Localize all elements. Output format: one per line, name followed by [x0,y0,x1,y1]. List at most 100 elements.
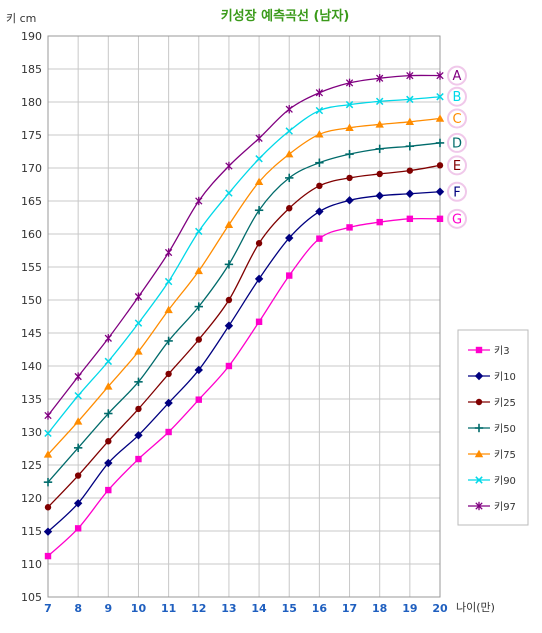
svg-text:F: F [453,185,460,200]
legend-item: 키25 [468,397,516,409]
data-point [104,409,113,418]
svg-text:D: D [452,136,462,151]
data-point [285,149,294,158]
y-tick-label: 135 [21,393,42,406]
series-키3 [44,215,444,560]
y-tick-label: 180 [21,96,42,109]
data-point [165,370,172,378]
data-point [405,189,415,198]
legend-item: 키90 [468,475,516,487]
data-point [436,215,444,223]
data-point [435,187,445,196]
data-point [164,336,173,346]
data-point [74,391,82,400]
y-tick-label: 185 [21,63,42,76]
svg-text:G: G [452,212,462,227]
data-point [285,127,293,135]
data-point [44,411,52,420]
legend-item: 키97 [468,501,516,513]
data-point [73,417,83,425]
data-point [134,292,143,301]
x-tick-label: 7 [44,602,52,615]
series-line [47,191,441,533]
data-point [225,362,233,370]
data-point [315,130,324,138]
data-point [105,486,112,494]
curve-letter-F: F [447,181,467,202]
legend: 키3 키10 키25 키50 키75 키90 키97 [457,329,529,526]
y-tick-label: 175 [21,129,42,142]
data-point [254,206,264,215]
y-tick-label: 110 [21,558,42,571]
x-tick-label: 17 [342,602,357,615]
legend-label: 키97 [494,501,516,513]
series-line [47,117,441,455]
data-point [195,227,203,236]
y-tick-label: 105 [21,591,42,604]
data-point [375,97,384,106]
legend-label: 키10 [494,371,516,383]
x-tick-label: 9 [104,602,112,615]
data-point [286,205,293,212]
y-tick-label: 130 [21,426,42,439]
data-point [104,334,112,343]
data-point [376,74,384,83]
x-tick-label: 12 [191,602,206,615]
data-point [346,174,353,182]
x-tick-label: 8 [74,602,82,615]
data-point [134,431,143,440]
data-point [164,305,173,314]
legend-label: 키50 [494,423,516,435]
data-point [345,196,354,205]
data-point [104,458,113,468]
data-point [254,274,264,284]
legend-marker [475,476,483,484]
data-point [376,170,383,178]
series-line [47,96,441,434]
y-tick-label: 155 [21,261,42,274]
data-point [316,182,323,190]
curve-letter-G: G [447,208,467,229]
y-tick-label: 125 [21,459,42,472]
data-point [406,167,414,174]
data-point [104,357,113,366]
data-point [406,215,414,223]
chart-title: 키성장 예측곡선 (남자) [221,8,350,24]
y-tick-label: 170 [21,162,42,175]
legend-marker [475,501,483,511]
legend-item: 키10 [468,371,516,383]
data-point [405,142,415,151]
data-point [43,527,53,536]
y-tick-label: 120 [21,492,42,505]
data-point [285,105,293,114]
series-키97 [44,71,444,420]
data-point [43,450,53,458]
data-point [194,266,203,275]
y-axis-label: 키 cm [6,12,36,25]
data-point [436,162,444,169]
svg-text:C: C [452,112,461,127]
data-point [74,372,82,381]
y-tick-label: 160 [21,228,42,241]
data-point [225,296,233,304]
data-point [194,302,203,311]
data-point [194,365,203,375]
data-point [44,429,52,438]
data-point [436,71,444,80]
y-tick-label: 150 [21,294,42,307]
data-point [255,318,263,325]
data-point [315,158,324,167]
x-tick-label: 16 [312,602,328,615]
curve-letter-A: A [447,65,467,86]
data-point [135,455,142,463]
data-point [135,405,142,413]
data-point [134,347,143,355]
x-tick-label: 10 [131,602,147,615]
x-tick-label: 14 [251,602,267,615]
data-point [164,277,173,286]
y-tick-labels: 105 110 115 120 125 130 135 140 145 150 155 160 165 1… [21,30,42,604]
x-tick-label: 11 [161,602,176,615]
data-point [375,191,384,200]
